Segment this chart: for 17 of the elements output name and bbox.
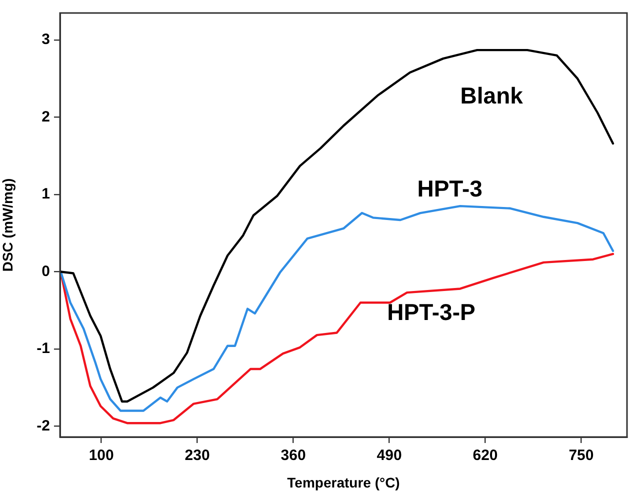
- x-tick-label: 230: [184, 447, 210, 464]
- y-tick-label: -1: [36, 340, 50, 358]
- y-tick-label: 2: [42, 108, 50, 126]
- x-tick-label: 490: [376, 447, 402, 464]
- x-tick-label: 620: [472, 447, 498, 464]
- y-tick-label: 1: [42, 186, 50, 203]
- x-tick-label: 360: [280, 447, 306, 464]
- y-tick-label: -2: [36, 417, 50, 434]
- y-axis-title: DSC (mW/mg): [0, 178, 16, 272]
- series-label: Blank: [460, 82, 524, 108]
- y-tick-label: 3: [42, 31, 50, 48]
- series-label: HPT-3-P: [387, 298, 476, 325]
- x-tick-label: 100: [88, 447, 114, 464]
- x-tick-label: 750: [568, 447, 594, 464]
- x-axis-title: Temperature (°C): [287, 474, 400, 490]
- y-tick-label: 0: [42, 262, 50, 280]
- series-label: HPT-3: [417, 175, 482, 202]
